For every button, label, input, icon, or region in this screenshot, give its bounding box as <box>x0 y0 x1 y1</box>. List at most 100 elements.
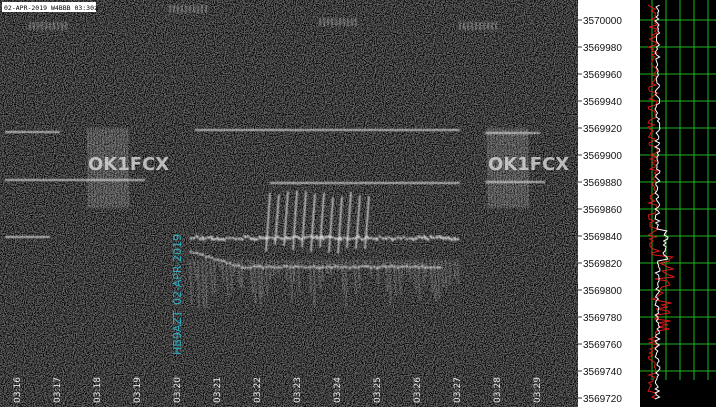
signal-trace <box>267 265 271 268</box>
frequency-label: 3569760 <box>583 340 622 351</box>
signal-trace <box>283 191 289 246</box>
signal-trace <box>353 259 357 295</box>
signal-trace <box>243 266 247 270</box>
signal-trace <box>255 264 259 268</box>
time-label: 03:23 <box>293 377 303 403</box>
signal-trace <box>288 236 292 241</box>
signal-trace <box>505 127 508 209</box>
signal-trace <box>423 234 427 240</box>
signal-trace <box>108 127 111 209</box>
level-trace <box>646 4 675 400</box>
signal-trace <box>360 237 364 242</box>
signal-trace <box>441 259 444 287</box>
signal-trace <box>189 236 193 240</box>
signal-trace <box>216 236 220 241</box>
signal-trace <box>365 259 368 269</box>
time-label: 03:26 <box>413 377 423 403</box>
signal-trace <box>305 259 308 263</box>
signal-trace <box>193 259 197 281</box>
signal-trace <box>438 234 442 240</box>
signal-trace <box>414 236 418 241</box>
time-label: 03:17 <box>53 377 63 403</box>
signal-trace <box>369 259 372 277</box>
signal-trace <box>456 237 460 241</box>
signal-trace <box>405 259 408 274</box>
signal-trace <box>330 235 334 239</box>
signal-trace <box>303 266 307 269</box>
signal-trace <box>210 235 214 241</box>
signal-trace <box>282 264 286 268</box>
time-label: 03:19 <box>133 377 143 403</box>
signal-traces <box>5 5 545 309</box>
signal-trace <box>90 127 93 209</box>
signal-trace <box>243 234 247 239</box>
signal-trace <box>198 237 202 241</box>
frequency-label: 3569860 <box>583 205 622 216</box>
signal-trace <box>413 259 417 293</box>
signal-trace <box>438 266 442 270</box>
signal-trace <box>333 236 337 241</box>
signal-trace <box>373 259 375 262</box>
signal-trace <box>420 236 424 240</box>
signal-trace <box>526 127 529 209</box>
signal-trace <box>396 236 400 239</box>
signal-trace <box>390 237 394 242</box>
signal-trace <box>189 259 193 304</box>
frequency-axis <box>578 0 640 407</box>
signal-trace <box>385 259 388 292</box>
frequency-label: 3569780 <box>583 313 622 324</box>
time-label: 03:20 <box>173 377 183 403</box>
signal-trace <box>319 192 325 248</box>
signal-trace <box>450 237 454 242</box>
signal-trace <box>303 235 307 240</box>
level-grid <box>640 0 716 400</box>
signal-trace <box>429 259 434 294</box>
signal-trace <box>408 237 412 240</box>
signal-trace <box>437 259 440 299</box>
signal-trace <box>285 259 288 281</box>
signal-trace <box>99 127 102 209</box>
frequency-label: 3569980 <box>583 43 622 54</box>
signal-trace <box>258 264 262 268</box>
signal-trace <box>378 235 382 239</box>
signal-trace <box>417 235 421 239</box>
signal-trace <box>384 236 388 241</box>
signal-trace <box>426 266 430 269</box>
signal-trace <box>414 264 418 268</box>
signal-trace <box>237 259 241 289</box>
signal-trace <box>508 127 511 209</box>
frequency-label: 3569740 <box>583 367 622 378</box>
frequency-label: 3570000 <box>583 16 622 27</box>
signal-trace <box>213 258 217 261</box>
signal-trace <box>330 266 334 270</box>
signal-trace <box>277 259 280 276</box>
signal-trace <box>435 235 439 239</box>
signal-trace <box>207 255 211 259</box>
signal-trace <box>523 127 526 209</box>
watermark-call: HB9AZT <box>171 310 184 355</box>
signal-trace <box>364 195 370 250</box>
signal-trace <box>294 264 298 268</box>
signal-trace <box>517 127 520 209</box>
signal-trace <box>405 237 409 241</box>
signal-trace <box>279 236 283 240</box>
signal-trace <box>217 259 222 270</box>
signal-trace <box>195 251 199 255</box>
signal-trace <box>192 236 196 240</box>
signal-trace <box>240 237 244 241</box>
signal-trace <box>520 127 523 209</box>
signal-trace <box>399 236 403 241</box>
signal-trace <box>201 235 205 241</box>
signal-trace <box>453 259 456 280</box>
signal-trace <box>297 259 301 292</box>
signal-trace <box>432 236 436 240</box>
signal-trace <box>209 259 214 296</box>
signal-trace <box>252 236 256 241</box>
signal-trace <box>281 259 284 261</box>
signal-trace <box>249 236 253 241</box>
signal-trace <box>341 259 345 293</box>
signal-trace <box>213 237 217 241</box>
frequency-label: 3569840 <box>583 232 622 243</box>
signal-trace <box>339 266 343 269</box>
